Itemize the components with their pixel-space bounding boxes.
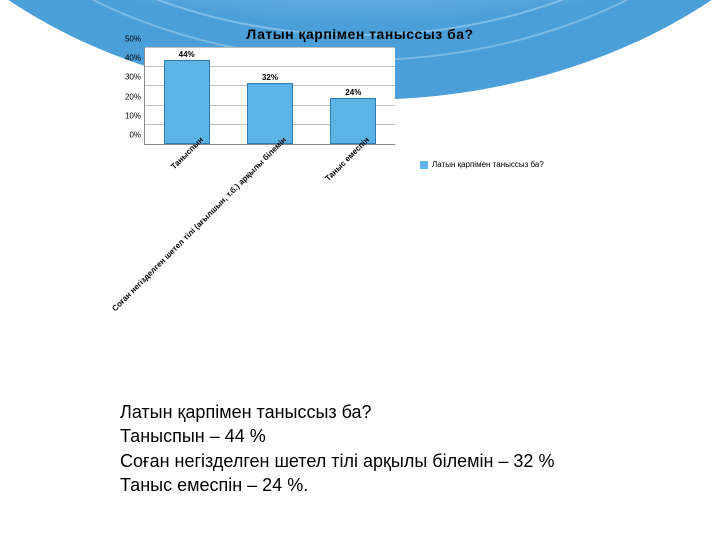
bar-value-label: 44% <box>179 50 195 59</box>
ytick: 50% <box>125 35 141 44</box>
summary-line: Латын қарпімен таныссыз ба? <box>120 400 620 424</box>
ytick: 20% <box>125 92 141 101</box>
summary-line: Соған негізделген шетел тілі арқылы біле… <box>120 449 620 473</box>
chart-title: Латын қарпімен таныссыз ба? <box>0 0 720 42</box>
legend-swatch <box>420 161 428 169</box>
bar-value-label: 32% <box>262 73 278 82</box>
chart-legend: Латын қарпімен таныссыз ба? <box>420 160 544 169</box>
summary-text: Латын қарпімен таныссыз ба? Таныспын – 4… <box>120 400 620 497</box>
bar: 24% <box>330 98 376 144</box>
bar-value-label: 24% <box>345 88 361 97</box>
bar-chart: 0% 10% 20% 30% 40% 50% 44% 32% 24% <box>110 48 510 348</box>
ytick: 0% <box>129 131 141 140</box>
summary-line: Таныс емеспін – 24 %. <box>120 473 620 497</box>
bar: 44% <box>164 60 210 144</box>
ytick: 40% <box>125 54 141 63</box>
summary-line: Таныспын – 44 % <box>120 424 620 448</box>
ytick: 30% <box>125 73 141 82</box>
ytick: 10% <box>125 111 141 120</box>
bar: 32% <box>247 83 293 144</box>
plot-area: 0% 10% 20% 30% 40% 50% 44% 32% 24% <box>144 48 395 145</box>
legend-label: Латын қарпімен таныссыз ба? <box>432 160 544 169</box>
